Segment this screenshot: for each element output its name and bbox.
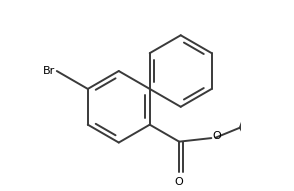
Text: O: O <box>212 131 221 141</box>
Text: Br: Br <box>43 66 55 76</box>
Text: O: O <box>175 177 183 187</box>
